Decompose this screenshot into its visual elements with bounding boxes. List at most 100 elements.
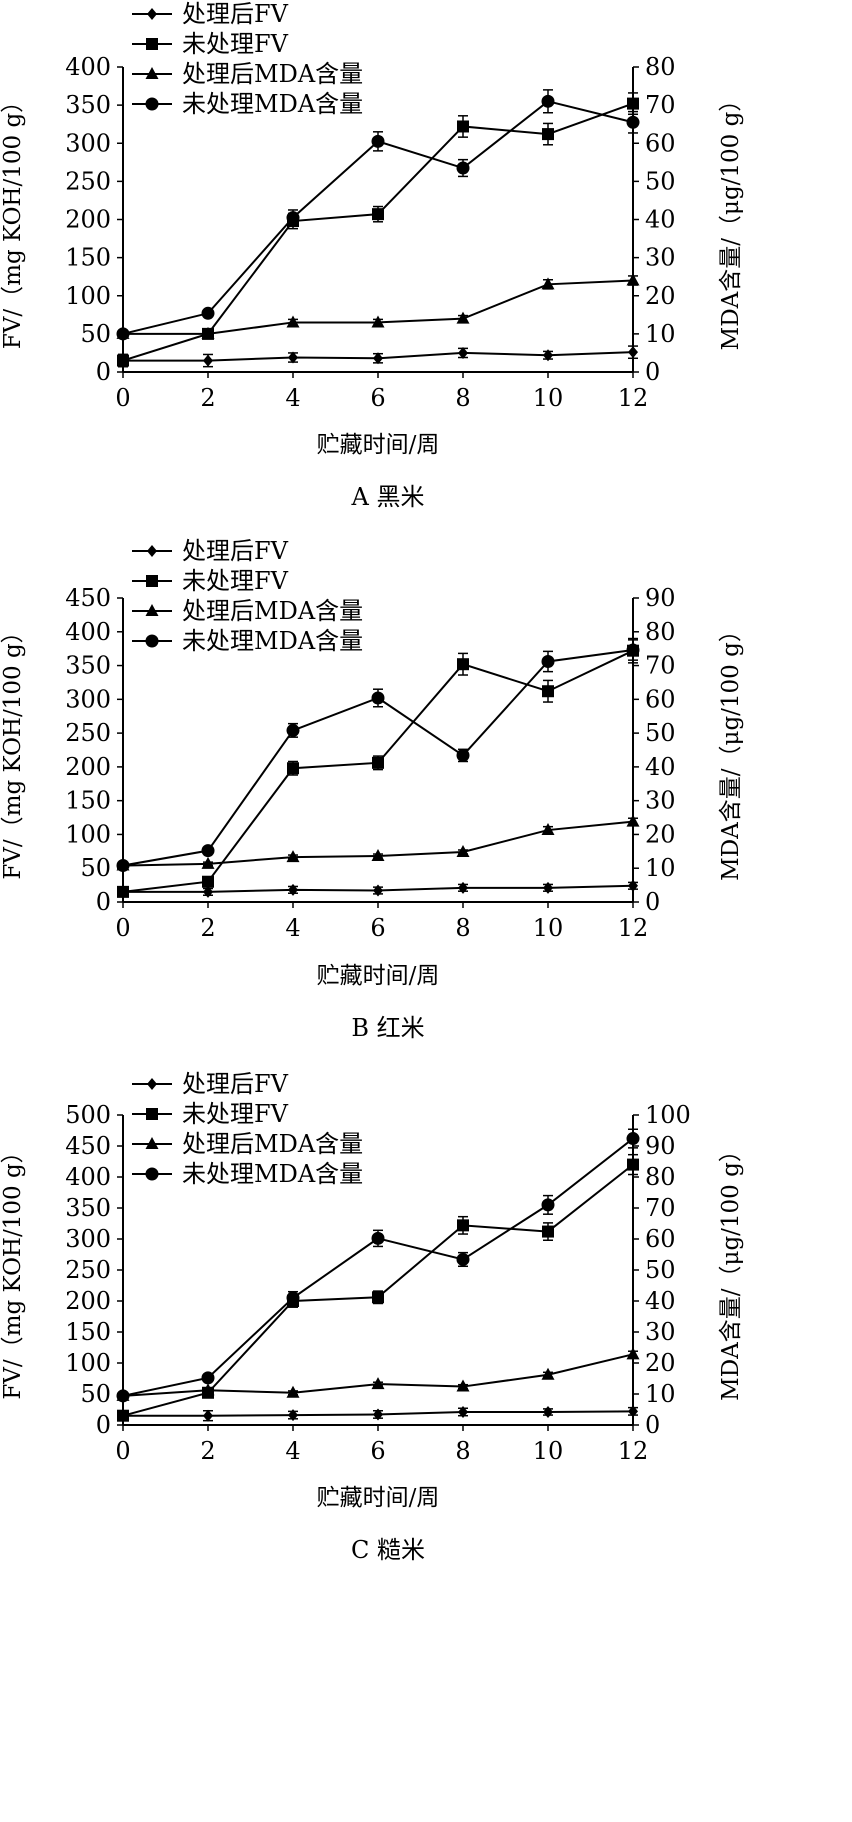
legend-label: 处理后MDA含量	[182, 597, 363, 625]
left-tick-label: 50	[80, 854, 111, 882]
right-tick-label: 0	[645, 358, 660, 386]
right-tick-label: 30	[645, 787, 676, 815]
left-tick-label: 250	[65, 1256, 111, 1284]
legend-label: 处理后FV	[182, 1070, 289, 1098]
legend-label: 未处理FV	[182, 1100, 289, 1128]
legend-marker	[146, 38, 158, 50]
data-point	[286, 1291, 300, 1305]
data-point	[456, 845, 470, 858]
data-point	[457, 120, 469, 133]
right-tick-label: 60	[645, 1225, 676, 1253]
x-tick-label: 10	[533, 914, 564, 942]
data-point	[201, 306, 215, 320]
left-tick-label: 150	[65, 244, 111, 272]
x-tick-label: 2	[200, 914, 215, 942]
right-tick-label: 30	[645, 244, 676, 272]
legend-label: 处理后FV	[182, 0, 289, 28]
left-tick-label: 150	[65, 787, 111, 815]
left-tick-label: 500	[65, 1101, 111, 1129]
legend-marker	[147, 1078, 157, 1090]
data-point	[371, 849, 385, 862]
legend-label: 未处理MDA含量	[182, 1160, 363, 1188]
y-axis-title: FV/（mg KOH/100 g）	[0, 620, 26, 879]
data-point	[117, 1409, 129, 1422]
x-tick-label: 10	[533, 384, 564, 412]
chart-panel: 0501001502002503003504004500102030405060…	[0, 537, 744, 1042]
data-point	[456, 1379, 470, 1392]
data-point	[626, 643, 640, 657]
left-tick-label: 100	[65, 820, 111, 848]
left-tick-label: 0	[96, 358, 111, 386]
series-triangle	[116, 273, 640, 339]
data-point	[201, 1383, 215, 1396]
left-tick-label: 150	[65, 1318, 111, 1346]
data-point	[458, 1405, 468, 1418]
x-tick-label: 2	[200, 1437, 215, 1465]
data-point	[201, 844, 215, 858]
legend-marker	[146, 575, 158, 587]
data-point	[541, 1198, 555, 1212]
left-tick-label: 50	[80, 1380, 111, 1408]
data-point	[456, 1252, 470, 1266]
left-tick-label: 300	[65, 1225, 111, 1253]
data-point	[626, 1132, 640, 1146]
x-tick-label: 8	[455, 1437, 470, 1465]
data-point	[456, 161, 470, 175]
data-point	[458, 346, 468, 359]
legend-marker	[145, 67, 159, 79]
right-tick-label: 50	[645, 719, 676, 747]
data-point	[543, 881, 553, 894]
x-tick-label: 12	[618, 914, 649, 942]
y2-axis-title: MDA含量/（μg/100 g）	[718, 89, 744, 351]
left-tick-label: 100	[65, 1349, 111, 1377]
data-point	[541, 277, 555, 290]
data-point	[201, 1371, 215, 1385]
legend-marker	[147, 8, 157, 20]
legend-label: 处理后FV	[182, 537, 289, 565]
right-tick-label: 40	[645, 753, 676, 781]
data-point	[542, 1225, 554, 1238]
left-tick-label: 0	[96, 1411, 111, 1439]
panel-caption: C 糙米	[351, 1536, 425, 1564]
panel-caption: A 黑米	[351, 483, 425, 511]
y-axis-title: FV/（mg KOH/100 g）	[0, 1140, 26, 1399]
right-tick-label: 50	[645, 167, 676, 195]
data-point	[373, 884, 383, 897]
legend-marker	[145, 97, 159, 111]
data-point	[626, 115, 640, 129]
data-point	[288, 1409, 298, 1422]
left-tick-label: 200	[65, 753, 111, 781]
left-tick-label: 350	[65, 91, 111, 119]
data-point	[628, 1405, 638, 1418]
data-point	[287, 762, 299, 775]
right-tick-label: 50	[645, 1256, 676, 1284]
data-point	[457, 658, 469, 671]
right-tick-label: 20	[645, 1349, 676, 1377]
series-triangle	[116, 1347, 640, 1401]
data-point	[373, 352, 383, 365]
data-point	[543, 1405, 553, 1418]
data-point	[286, 723, 300, 737]
data-point	[628, 879, 638, 892]
series-diamond	[118, 879, 638, 898]
legend-label: 未处理FV	[182, 567, 289, 595]
left-tick-label: 250	[65, 167, 111, 195]
left-tick-label: 450	[65, 584, 111, 612]
data-point	[116, 327, 130, 341]
data-point	[542, 128, 554, 141]
data-point	[626, 814, 640, 827]
legend-marker	[145, 604, 159, 616]
left-tick-label: 100	[65, 282, 111, 310]
right-tick-label: 0	[645, 1411, 660, 1439]
data-point	[202, 875, 214, 888]
data-point	[371, 1377, 385, 1390]
data-point	[117, 354, 129, 367]
left-tick-label: 300	[65, 685, 111, 713]
right-tick-label: 20	[645, 820, 676, 848]
data-point	[541, 823, 555, 836]
data-point	[371, 1231, 385, 1245]
legend-marker	[145, 1137, 159, 1149]
x-axis-title: 贮藏时间/周	[317, 1485, 440, 1511]
